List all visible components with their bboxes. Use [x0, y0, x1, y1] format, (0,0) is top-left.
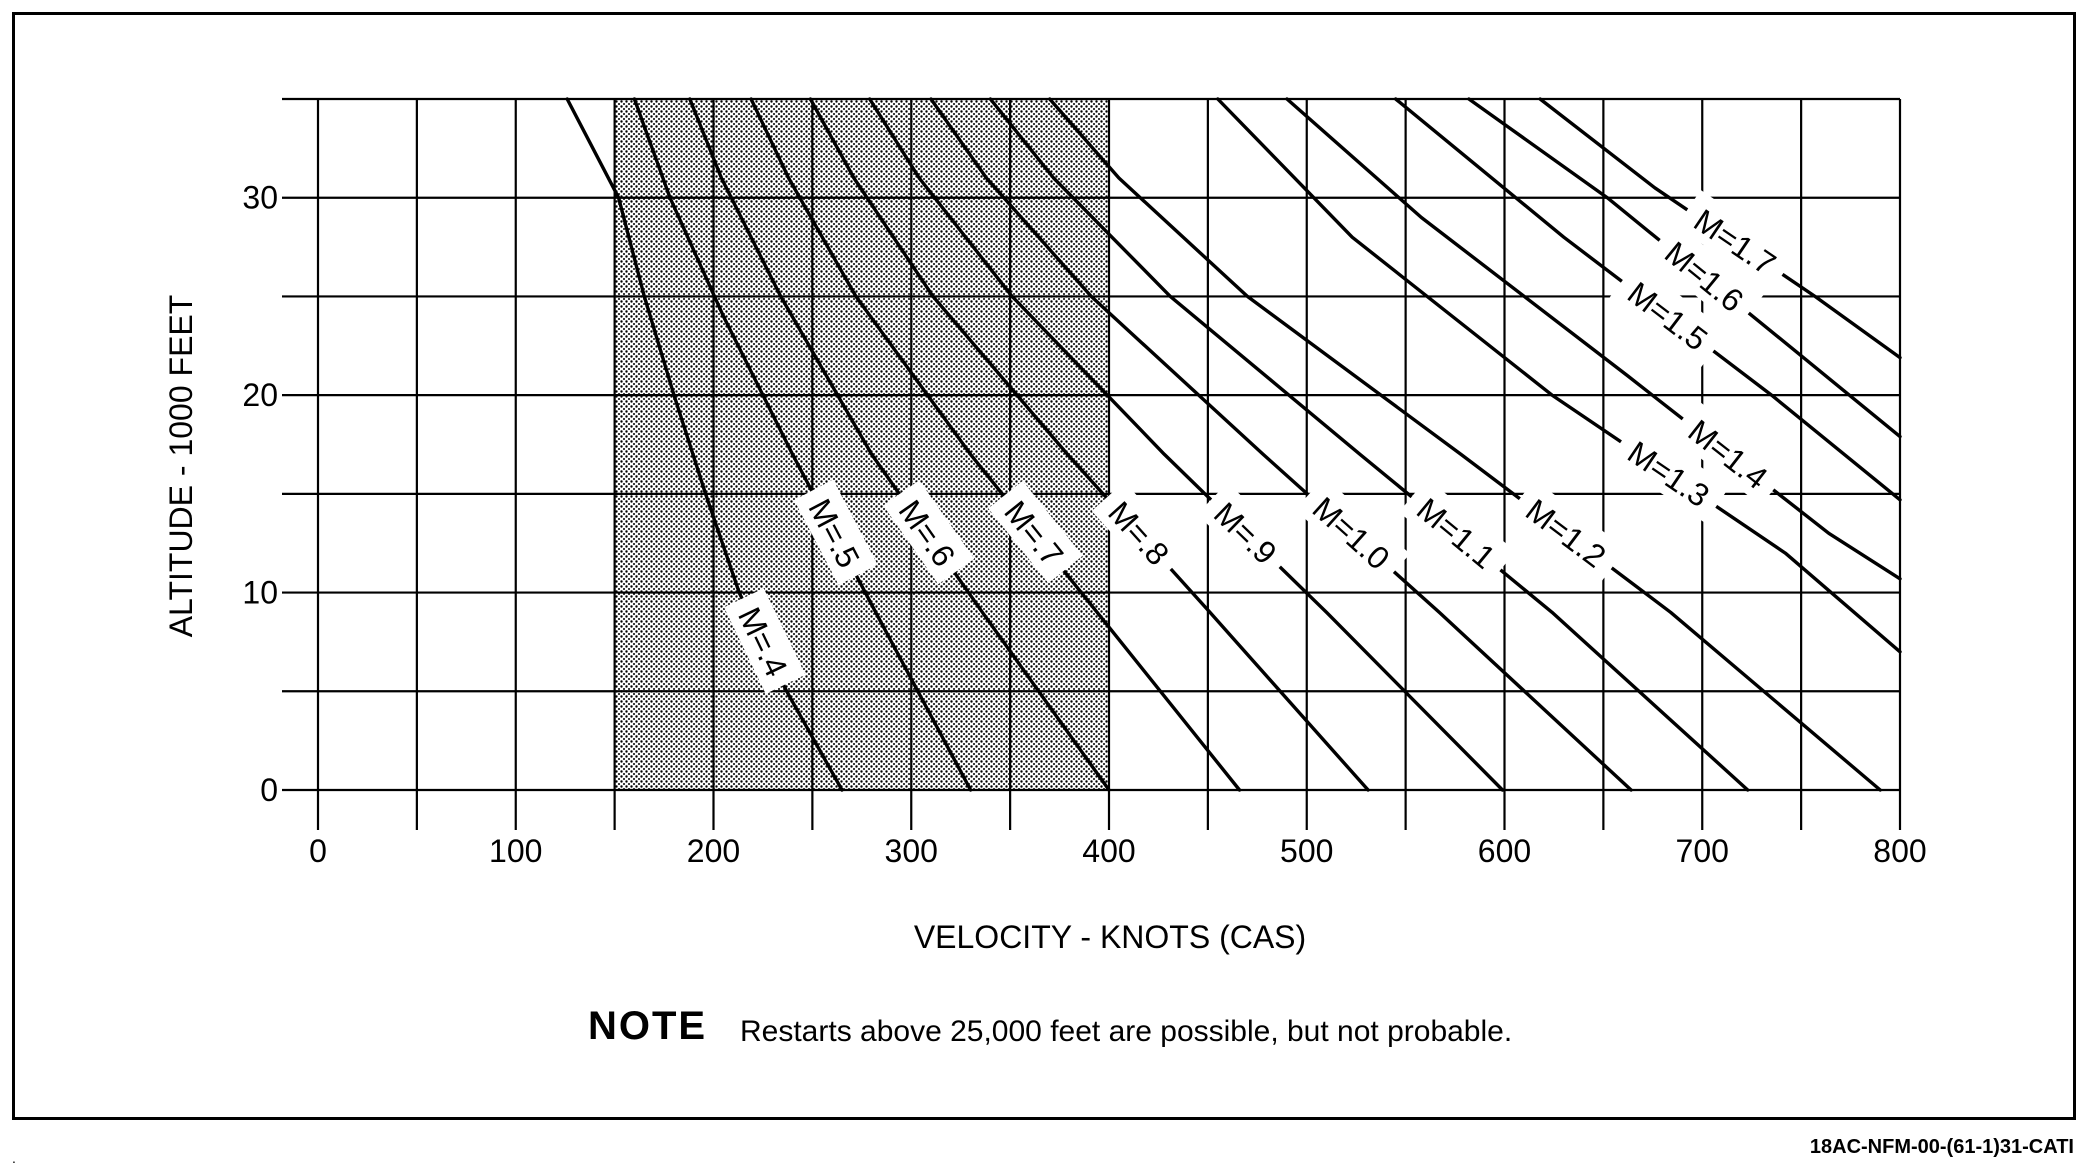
mach-label-background — [883, 480, 975, 585]
mach-line-10 — [1216, 97, 1902, 654]
y-tick-label: 20 — [242, 377, 278, 413]
mach-label-background — [988, 480, 1083, 584]
x-axis-title: VELOCITY - KNOTS (CAS) — [914, 919, 1306, 955]
mach-label-background — [1676, 189, 1796, 291]
mach-line-5 — [808, 97, 1370, 792]
mach-line-9 — [1048, 97, 1882, 792]
figure-id: 18AC-NFM-00-(61-1)31-CATI — [1809, 1136, 2074, 1158]
x-tick-label: 300 — [885, 833, 938, 869]
mach-label-background — [1197, 482, 1297, 582]
x-tick-label: 700 — [1676, 833, 1729, 869]
note-text: Restarts above 25,000 feet are possible,… — [740, 1015, 1513, 1048]
mach-label-background — [794, 479, 878, 586]
mach-label-background — [724, 588, 806, 694]
x-tick-label: 500 — [1280, 833, 1333, 869]
mach-label-background — [1670, 400, 1789, 506]
mach-label-background — [1091, 481, 1189, 583]
mach-line-8 — [988, 97, 1750, 792]
mach-label-background — [1609, 421, 1730, 523]
mach-line-2 — [632, 97, 973, 792]
corner-mark: . — [12, 1150, 16, 1166]
y-tick-label: 0 — [260, 772, 278, 808]
x-tick-label: 200 — [687, 833, 740, 869]
x-tick-label: 400 — [1082, 833, 1135, 869]
mach-line-7 — [929, 97, 1633, 792]
x-tick-label: 0 — [309, 833, 327, 869]
y-tick-label: 10 — [242, 575, 278, 611]
mach-label-background — [1609, 262, 1728, 367]
mach-label-background — [1399, 478, 1516, 586]
mach-line-3 — [688, 97, 1111, 792]
x-tick-label: 800 — [1873, 833, 1926, 869]
mach-label-group: M=1.2 — [1507, 479, 1627, 584]
mach-line-4 — [749, 97, 1242, 792]
mach-label-background — [1647, 221, 1764, 329]
figure-frame — [12, 12, 2076, 1120]
x-tick-label: 100 — [489, 833, 542, 869]
note-heading: NOTE — [588, 1004, 708, 1048]
y-tick-label: 30 — [242, 180, 278, 216]
mach-label-background — [1507, 479, 1627, 584]
mach-label-background — [1295, 477, 1411, 587]
mach-line-6 — [868, 97, 1505, 792]
mach-line-11 — [1285, 97, 1902, 581]
y-axis-title: ALTITUDE - 1000 FEET — [163, 295, 199, 638]
x-tick-label: 600 — [1478, 833, 1531, 869]
